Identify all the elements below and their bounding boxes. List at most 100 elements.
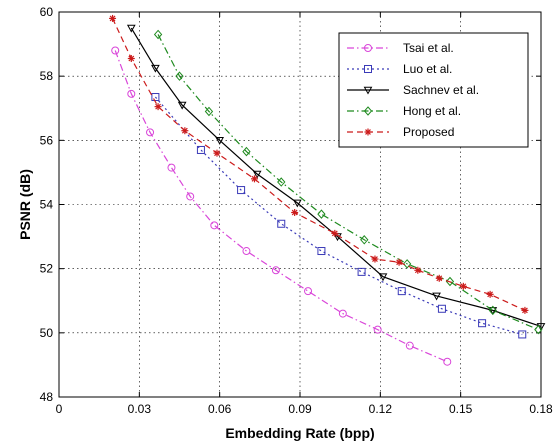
data-point bbox=[291, 209, 299, 217]
series-line bbox=[114, 50, 448, 363]
series-hong-et-al bbox=[153, 29, 543, 335]
y-tick-label: 48 bbox=[40, 390, 54, 404]
data-point bbox=[277, 219, 286, 228]
legend-label: Proposed bbox=[403, 125, 454, 139]
data-point bbox=[204, 106, 214, 117]
data-point bbox=[151, 93, 160, 102]
data-point bbox=[357, 267, 366, 276]
series-line bbox=[154, 96, 523, 336]
data-point bbox=[127, 89, 136, 98]
data-point bbox=[111, 46, 120, 55]
data-point bbox=[242, 146, 251, 157]
legend: Tsai et al. Luo et al. Sachnev et al. Hong … bbox=[338, 32, 529, 148]
data-point bbox=[405, 341, 414, 350]
data-point bbox=[486, 290, 494, 298]
legend-item-sachnev-et-al: Sachnev et al. bbox=[347, 83, 479, 97]
data-point bbox=[414, 266, 422, 274]
y-tick-label: 58 bbox=[40, 69, 54, 83]
data-point bbox=[304, 287, 313, 296]
series-line bbox=[130, 27, 542, 327]
data-point bbox=[196, 145, 205, 154]
data-point bbox=[488, 307, 498, 315]
axis-ticks: 0 0.03 0.06 0.09 0.12 0.15 0.18 48 50 52 54 56 58 60 bbox=[40, 5, 553, 416]
data-point bbox=[186, 192, 195, 201]
data-point bbox=[237, 186, 246, 195]
x-axis-label: Embedding Rate (bpp) bbox=[225, 425, 374, 441]
data-point bbox=[127, 55, 135, 63]
x-tick-label: 0.06 bbox=[208, 402, 232, 416]
legend-label: Sachnev et al. bbox=[403, 83, 479, 97]
data-point bbox=[215, 137, 225, 145]
data-point bbox=[459, 282, 467, 290]
y-tick-label: 56 bbox=[40, 133, 54, 147]
data-point bbox=[109, 14, 117, 22]
data-point bbox=[395, 258, 403, 266]
legend-item-proposed: Proposed bbox=[347, 125, 454, 139]
y-tick-label: 52 bbox=[40, 262, 54, 276]
data-point bbox=[534, 324, 543, 335]
data-point bbox=[371, 255, 379, 263]
data-point bbox=[373, 325, 382, 334]
data-point bbox=[277, 177, 286, 187]
data-point bbox=[210, 221, 219, 230]
data-point bbox=[271, 266, 280, 275]
data-point bbox=[435, 274, 443, 282]
data-point bbox=[175, 71, 184, 81]
legend-item-hong-et-al: Hong et al. bbox=[347, 104, 461, 118]
data-point bbox=[151, 64, 160, 73]
data-point bbox=[331, 229, 339, 237]
legend-marker bbox=[363, 106, 373, 116]
data-point bbox=[153, 29, 163, 40]
x-tick-label: 0 bbox=[56, 402, 63, 416]
data-point bbox=[488, 305, 497, 316]
data-point bbox=[437, 304, 446, 313]
data-point bbox=[432, 292, 441, 301]
data-point bbox=[292, 199, 302, 208]
data-point bbox=[317, 209, 326, 219]
data-point bbox=[146, 128, 155, 137]
data-point bbox=[242, 247, 251, 256]
y-tick-label: 60 bbox=[40, 5, 54, 19]
data-point bbox=[402, 259, 412, 269]
series-line bbox=[112, 18, 526, 311]
series-group bbox=[109, 14, 546, 366]
data-point bbox=[338, 309, 347, 318]
data-point bbox=[478, 319, 487, 328]
data-point bbox=[443, 357, 452, 366]
data-point bbox=[250, 175, 258, 183]
data-point bbox=[317, 247, 326, 256]
x-tick-label: 0.15 bbox=[449, 402, 473, 416]
x-tick-label: 0.18 bbox=[529, 402, 553, 416]
data-point bbox=[397, 287, 406, 296]
legend-label: Luo et al. bbox=[403, 62, 452, 76]
x-tick-label: 0.03 bbox=[128, 402, 152, 416]
series-proposed bbox=[109, 14, 529, 314]
data-point bbox=[378, 273, 388, 282]
data-point bbox=[126, 24, 136, 33]
x-tick-label: 0.12 bbox=[369, 402, 393, 416]
data-point bbox=[154, 103, 162, 111]
legend-label: Tsai et al. bbox=[403, 41, 454, 55]
series-luo-et-al bbox=[151, 93, 527, 339]
data-point bbox=[167, 163, 176, 172]
data-point bbox=[445, 276, 455, 287]
legend-item-tsai-et-al: Tsai et al. bbox=[347, 41, 454, 55]
data-point bbox=[181, 127, 189, 135]
data-point bbox=[213, 149, 221, 157]
legend-item-luo-et-al: Luo et al. bbox=[347, 62, 452, 76]
series-line bbox=[157, 34, 539, 331]
x-tick-label: 0.09 bbox=[288, 402, 312, 416]
y-axis-label: PSNR (dB) bbox=[17, 169, 33, 240]
data-point bbox=[252, 170, 262, 179]
legend-marker bbox=[364, 65, 372, 73]
data-point bbox=[521, 306, 529, 314]
legend-marker bbox=[364, 44, 372, 52]
data-point bbox=[177, 101, 187, 110]
y-tick-label: 50 bbox=[40, 326, 54, 340]
legend-label: Hong et al. bbox=[403, 104, 461, 118]
series-tsai-et-al bbox=[111, 46, 452, 366]
legend-marker bbox=[363, 86, 373, 95]
legend-marker bbox=[364, 128, 372, 136]
data-point bbox=[518, 330, 527, 339]
